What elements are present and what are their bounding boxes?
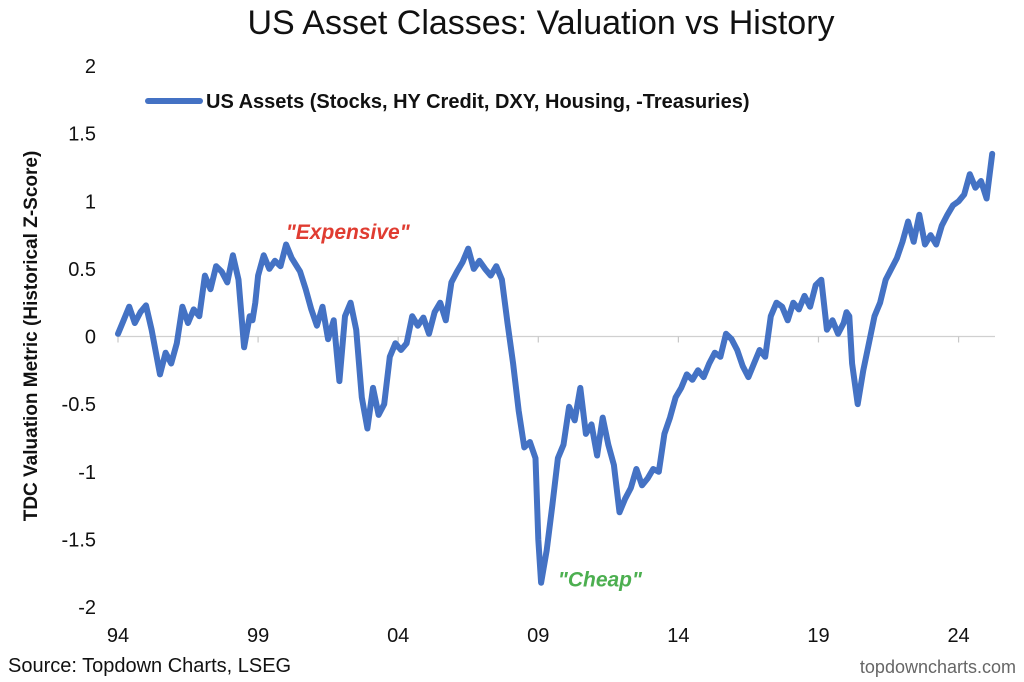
y-tick-label: 2 bbox=[85, 56, 96, 78]
y-tick-label: 0.5 bbox=[68, 259, 96, 281]
x-tick-label: 94 bbox=[107, 625, 129, 647]
y-tick-label: -1.5 bbox=[62, 529, 96, 551]
annotation-label: "Expensive" bbox=[286, 221, 411, 244]
annotations: "Expensive" "Cheap" bbox=[286, 221, 643, 592]
legend-entry: US Assets (Stocks, HY Credit, DXY, Housi… bbox=[206, 91, 750, 113]
x-tick-label: 14 bbox=[667, 625, 689, 647]
credit-text: topdowncharts.com bbox=[860, 657, 1016, 677]
x-axis-ticks: 94 99 04 09 14 19 24 bbox=[107, 625, 970, 647]
x-tick-label: 09 bbox=[527, 625, 549, 647]
x-tick-label: 04 bbox=[387, 625, 409, 647]
y-axis-label: TDC Valuation Metric (Historical Z-Score… bbox=[21, 151, 42, 522]
annotation-label: "Cheap" bbox=[558, 569, 643, 592]
x-tick-label: 19 bbox=[807, 625, 829, 647]
y-tick-label: -2 bbox=[78, 597, 96, 619]
y-tick-label: 0 bbox=[85, 327, 96, 349]
chart-title: US Asset Classes: Valuation vs History bbox=[247, 4, 834, 42]
source-note: Source: Topdown Charts, LSEG bbox=[8, 655, 291, 677]
x-tick-label: 99 bbox=[247, 625, 269, 647]
y-tick-label: 1.5 bbox=[68, 124, 96, 146]
y-axis-ticks: 2 1.5 1 0.5 0 -0.5 -1 -1.5 -2 bbox=[62, 56, 96, 619]
legend: US Assets (Stocks, HY Credit, DXY, Housi… bbox=[145, 91, 750, 113]
x-tick-label: 24 bbox=[947, 625, 969, 647]
y-tick-label: -0.5 bbox=[62, 394, 96, 416]
series-line-us-assets bbox=[115, 150, 996, 586]
y-tick-label: 1 bbox=[85, 191, 96, 213]
y-tick-label: -1 bbox=[78, 462, 96, 484]
x-axis-tickmarks bbox=[117, 336, 960, 343]
